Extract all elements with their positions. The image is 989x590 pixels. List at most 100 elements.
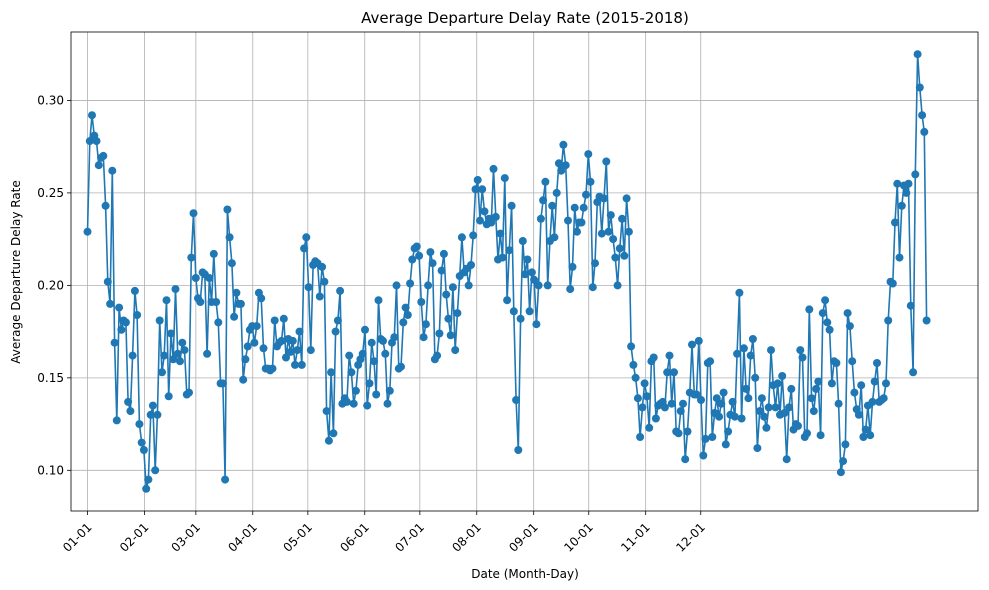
data-point bbox=[324, 436, 333, 445]
data-point bbox=[692, 390, 701, 399]
y-axis-ticks: 0.10 0.15 0.20 0.25 0.30 bbox=[37, 93, 71, 477]
data-point bbox=[401, 303, 410, 312]
data-point bbox=[667, 399, 676, 408]
data-point bbox=[742, 384, 751, 393]
data-point bbox=[345, 351, 354, 360]
data-point bbox=[591, 259, 599, 268]
data-point bbox=[809, 407, 818, 416]
data-point bbox=[406, 279, 415, 288]
data-point bbox=[760, 412, 769, 421]
data-point bbox=[85, 137, 94, 146]
data-point bbox=[94, 161, 103, 170]
data-point bbox=[841, 440, 850, 449]
data-point bbox=[866, 431, 875, 440]
data-point bbox=[550, 233, 559, 242]
data-point bbox=[834, 399, 843, 408]
data-point bbox=[683, 427, 692, 436]
data-point bbox=[385, 386, 394, 395]
data-point bbox=[624, 227, 633, 236]
data-point bbox=[814, 377, 823, 386]
data-point bbox=[767, 346, 775, 355]
data-point bbox=[588, 283, 597, 292]
data-point bbox=[525, 307, 534, 316]
data-point bbox=[721, 440, 730, 449]
data-point bbox=[582, 190, 590, 199]
data-point bbox=[83, 227, 92, 236]
data-point bbox=[203, 349, 212, 358]
data-point bbox=[155, 316, 164, 325]
x-tick-label: 01-01 bbox=[60, 520, 95, 555]
x-tick-label: 12-01 bbox=[673, 520, 708, 555]
data-point bbox=[374, 296, 383, 305]
data-point bbox=[133, 311, 142, 319]
data-point bbox=[223, 205, 232, 214]
data-point bbox=[541, 177, 550, 186]
data-point bbox=[399, 318, 408, 327]
data-point bbox=[496, 229, 505, 238]
x-tick-label: 03-01 bbox=[168, 520, 203, 555]
data-point bbox=[832, 359, 841, 367]
data-point bbox=[674, 429, 683, 438]
data-point bbox=[521, 270, 530, 279]
data-point bbox=[169, 355, 178, 364]
data-point bbox=[464, 281, 473, 290]
data-point bbox=[173, 349, 182, 358]
data-point bbox=[857, 381, 866, 390]
data-point bbox=[891, 218, 899, 227]
data-point bbox=[372, 390, 381, 399]
x-tick-label: 07-01 bbox=[392, 520, 427, 555]
data-point bbox=[205, 274, 214, 282]
data-point bbox=[733, 349, 742, 358]
data-point bbox=[771, 403, 780, 412]
x-tick-label: 06-01 bbox=[337, 520, 372, 555]
data-point bbox=[879, 394, 888, 403]
data-point bbox=[397, 362, 405, 371]
data-point bbox=[160, 351, 169, 360]
data-point bbox=[268, 364, 277, 373]
data-point bbox=[715, 412, 724, 421]
data-point bbox=[633, 394, 642, 403]
data-point bbox=[185, 388, 193, 397]
data-point bbox=[230, 312, 239, 321]
data-point bbox=[191, 274, 200, 282]
data-point bbox=[642, 392, 651, 401]
data-point bbox=[909, 368, 918, 377]
data-point bbox=[108, 166, 117, 175]
data-point bbox=[566, 285, 575, 294]
x-tick-label: 08-01 bbox=[449, 520, 484, 555]
data-point bbox=[861, 425, 870, 434]
y-tick-label: 0.10 bbox=[37, 463, 64, 477]
data-point bbox=[597, 229, 606, 238]
data-point bbox=[351, 386, 360, 395]
data-point bbox=[142, 484, 151, 493]
data-point bbox=[509, 307, 518, 316]
data-point bbox=[873, 359, 881, 367]
data-point bbox=[665, 351, 674, 360]
data-point bbox=[816, 431, 825, 440]
data-point bbox=[257, 294, 266, 303]
data-point bbox=[225, 233, 234, 242]
data-point bbox=[392, 281, 401, 290]
x-tick-label: 10-01 bbox=[561, 520, 596, 555]
data-point bbox=[297, 360, 306, 369]
data-point bbox=[651, 414, 660, 423]
data-point bbox=[277, 336, 286, 345]
data-point bbox=[827, 379, 836, 388]
data-point bbox=[112, 416, 121, 425]
data-point bbox=[214, 318, 223, 327]
data-point bbox=[92, 137, 101, 146]
data-point bbox=[451, 346, 460, 355]
data-point bbox=[379, 336, 387, 345]
data-point bbox=[778, 372, 787, 380]
data-point bbox=[649, 353, 658, 362]
data-point bbox=[893, 179, 902, 188]
data-point bbox=[744, 394, 753, 403]
data-point bbox=[663, 368, 672, 377]
data-point bbox=[794, 421, 802, 430]
data-point bbox=[631, 373, 640, 382]
data-point bbox=[618, 214, 627, 223]
data-point bbox=[304, 283, 313, 292]
data-point bbox=[805, 305, 814, 314]
data-point bbox=[437, 266, 446, 275]
data-point bbox=[403, 311, 412, 319]
